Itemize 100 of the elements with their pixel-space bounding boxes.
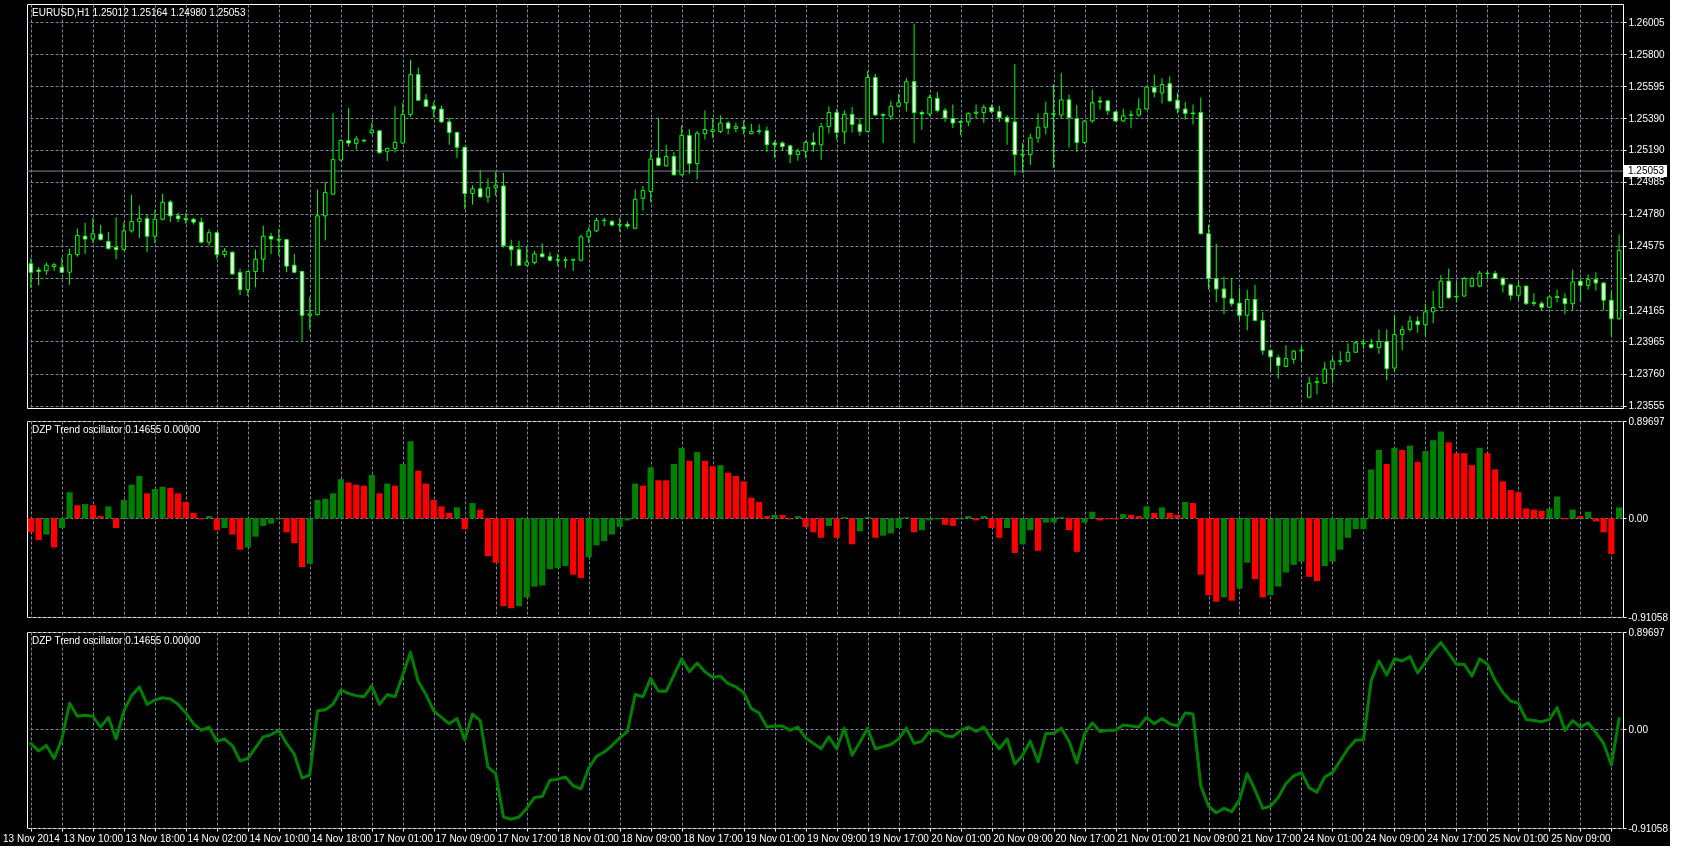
x-tick-label: 20 Nov 09:00: [993, 832, 1054, 844]
y-tick-label: 0.89697: [1628, 415, 1666, 427]
bar: [422, 483, 430, 519]
bar: [1313, 518, 1321, 582]
bar: [1399, 449, 1406, 519]
x-tick-label: 14 Nov 18:00: [311, 832, 372, 844]
x-tick-label: 21 Nov 09:00: [1179, 832, 1240, 844]
bar: [709, 466, 716, 519]
bar: [1375, 449, 1383, 519]
bar: [818, 518, 825, 538]
x-tick-label: 24 Nov 09:00: [1365, 832, 1426, 844]
bar: [515, 518, 523, 607]
bar: [849, 518, 856, 545]
bar: [833, 518, 840, 538]
bar: [1499, 481, 1507, 519]
bar: [570, 518, 577, 575]
bar: [546, 518, 554, 570]
bar: [213, 518, 220, 531]
bar: [686, 460, 693, 519]
bar: [415, 470, 422, 519]
bar: [1546, 508, 1553, 519]
bar: [965, 516, 972, 519]
bar: [694, 452, 701, 519]
bar: [1182, 502, 1189, 519]
bar: [461, 518, 468, 530]
y-tick-label: -0.91058: [1628, 822, 1669, 834]
bar: [360, 485, 368, 519]
x-tick-label: 20 Nov 17:00: [1055, 832, 1116, 844]
bar: [1414, 461, 1421, 519]
bar: [1476, 447, 1483, 519]
x-tick-label: 17 Nov 01:00: [373, 832, 434, 844]
x-tick-label: 17 Nov 17:00: [497, 832, 558, 844]
bar: [469, 503, 476, 519]
bar: [1306, 518, 1313, 577]
bar: [1344, 518, 1352, 538]
bar: [329, 493, 337, 519]
y-tick-label: 0.00: [1628, 512, 1649, 524]
bar: [701, 460, 709, 519]
bar: [1259, 518, 1266, 598]
x-tick-label: 13 Nov 10:00: [63, 832, 124, 844]
bar: [306, 518, 313, 564]
bar: [880, 518, 887, 536]
bar: [763, 516, 770, 519]
y-tick-label: 1.23555: [1628, 400, 1666, 412]
bar: [639, 485, 647, 519]
x-tick-label: 25 Nov 01:00: [1489, 832, 1550, 844]
bar: [725, 472, 732, 519]
chart-title: DZP Trend oscillator 0.14655 0.00000: [32, 424, 201, 435]
bar: [670, 464, 678, 519]
bar: [105, 506, 112, 519]
bar: [1127, 515, 1135, 519]
bar: [1011, 518, 1018, 553]
x-tick-label: 21 Nov 17:00: [1241, 832, 1302, 844]
bar: [1616, 507, 1623, 519]
bar: [911, 518, 918, 533]
x-tick-label: 18 Nov 09:00: [621, 832, 682, 844]
x-tick-label: 17 Nov 09:00: [435, 832, 496, 844]
bar: [771, 515, 778, 519]
bar: [1368, 469, 1375, 519]
bar: [35, 518, 42, 540]
bar: [895, 518, 902, 529]
x-tick-label: 24 Nov 01:00: [1303, 832, 1364, 844]
bar: [717, 465, 724, 519]
bar: [949, 518, 956, 526]
chart-title: DZP Trend oscillator 0.14655 0.00000: [32, 635, 201, 646]
bar: [113, 518, 120, 529]
bar: [27, 518, 34, 533]
bar: [1468, 465, 1476, 519]
bar: [337, 479, 344, 519]
bar: [43, 518, 50, 535]
bar: [794, 516, 801, 519]
bar: [143, 493, 151, 519]
x-tick-label: 24 Nov 17:00: [1427, 832, 1488, 844]
bar: [236, 518, 244, 550]
bar: [298, 518, 306, 568]
x-tick-label: 19 Nov 09:00: [807, 832, 868, 844]
bar: [484, 518, 492, 557]
bar: [1228, 518, 1235, 601]
bar: [1189, 503, 1197, 519]
candlestick: [1306, 376, 1312, 399]
candlestick: [1314, 376, 1320, 395]
bar: [872, 518, 879, 538]
bar: [756, 502, 763, 519]
bar: [229, 518, 236, 535]
bar: [205, 516, 213, 519]
y-tick-label: -0.91058: [1628, 611, 1669, 623]
x-tick-label: 13 Nov 2014: [3, 832, 61, 844]
bar: [51, 518, 58, 548]
bar: [376, 493, 383, 519]
bar: [1065, 518, 1073, 531]
bar: [825, 518, 832, 526]
x-tick-label: 25 Nov 09:00: [1551, 832, 1612, 844]
bar: [453, 507, 461, 519]
y-tick-label: 0.00: [1628, 723, 1649, 735]
x-tick-label: 19 Nov 17:00: [869, 832, 930, 844]
bar: [647, 467, 654, 519]
bar: [972, 518, 980, 521]
x-tick-label: 14 Nov 02:00: [187, 832, 248, 844]
bar: [1592, 518, 1599, 522]
x-tick-label: 18 Nov 01:00: [559, 832, 620, 844]
